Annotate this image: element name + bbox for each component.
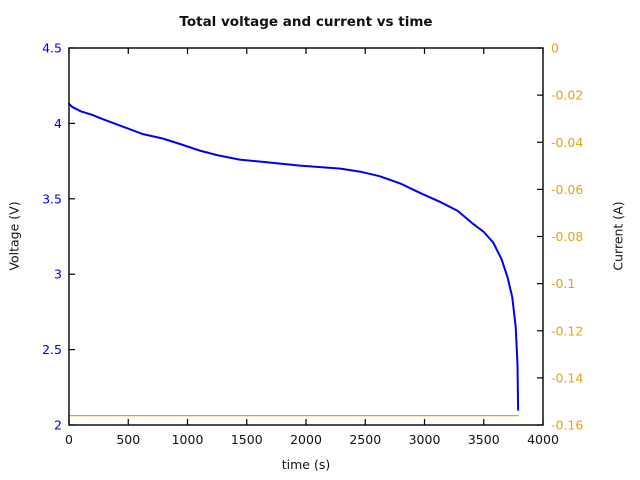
series-line-total-voltage (68, 102, 520, 411)
y-tick-label-right: 0 (551, 41, 559, 56)
y-tick-label-left: 2.5 (42, 342, 62, 357)
chart-title: Total voltage and current vs time (179, 14, 433, 30)
y-tick-label-left: 4 (54, 116, 62, 131)
y-tick-label-right: -0.08 (551, 229, 583, 244)
x-tick-label: 2000 (290, 432, 322, 447)
y-tick-label-right: -0.06 (551, 182, 583, 197)
plot-frame (68, 47, 544, 426)
y-tick-label-left: 3.5 (42, 191, 62, 206)
x-tick-label: 0 (65, 432, 73, 447)
x-tick-label: 1000 (172, 432, 204, 447)
y-tick-label-right: -0.02 (551, 88, 583, 103)
x-tick-label: 1500 (231, 432, 263, 447)
y-tick-label-right: -0.14 (551, 370, 583, 385)
x-tick-label: 2500 (349, 432, 381, 447)
y-tick-label-right: -0.1 (551, 276, 575, 291)
x-tick-label: 4000 (527, 432, 559, 447)
x-axis-label-time: time (s) (281, 457, 331, 472)
y-tick-label-left: 3 (54, 267, 62, 282)
y-tick-label-left: 4.5 (42, 41, 62, 56)
x-tick-label: 3000 (409, 432, 441, 447)
y-tick-label-right: -0.04 (551, 135, 583, 150)
y-tick-label-right: -0.12 (551, 323, 583, 338)
x-tick-label: 3500 (468, 432, 500, 447)
y-tick-label-right: -0.16 (551, 418, 583, 433)
y-tick-label-left: 2 (54, 418, 62, 433)
x-tick-label: 500 (116, 432, 140, 447)
